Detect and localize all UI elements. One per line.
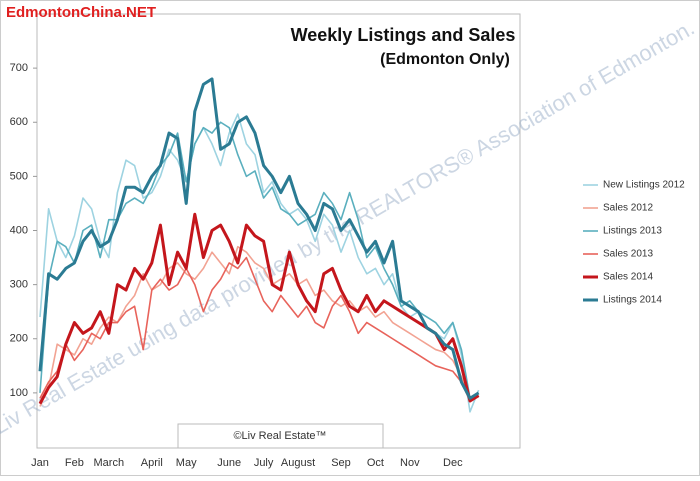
legend-label: Listings 2013 [603,226,662,237]
copyright: ©Liv Real Estate™ [233,430,326,442]
series-line [39,245,479,407]
series-line [39,113,480,413]
y-tick-label: 500 [10,170,28,182]
legend-label: Sales 2013 [603,249,653,260]
x-tick-label: August [281,457,315,469]
x-tick-label: Feb [65,457,84,469]
x-tick-label: Nov [400,457,420,469]
chart-subtitle: (Edmonton Only) [380,51,510,68]
copyright-box [177,423,384,449]
y-tick-label: 100 [10,387,28,399]
x-tick-label: June [217,457,241,469]
y-tick-label: 200 [10,333,28,345]
x-tick-label: Jan [31,457,49,469]
x-tick-label: April [141,457,163,469]
x-tick-label: July [254,457,274,469]
source: EdmontonChina.NET [6,4,156,21]
legend-label: Sales 2014 [603,272,653,283]
series-line [38,212,480,405]
x-tick-label: Sep [331,457,351,469]
series-line [38,77,480,400]
legend-label: Listings 2014 [603,295,662,306]
legend-label: Sales 2012 [603,203,653,214]
x-tick-label: May [176,457,197,469]
y-tick-label: 300 [10,279,28,291]
x-tick-label: Dec [443,457,463,469]
legend-label: New Listings 2012 [603,180,685,191]
y-tick-label: 600 [10,116,28,128]
x-tick-label: Oct [367,457,384,469]
series-line [39,256,480,402]
chart-title: Weekly Listings and Sales [291,25,516,45]
y-tick-label: 400 [10,224,28,236]
x-tick-label: March [94,457,125,469]
y-tick-label: 700 [10,62,28,74]
